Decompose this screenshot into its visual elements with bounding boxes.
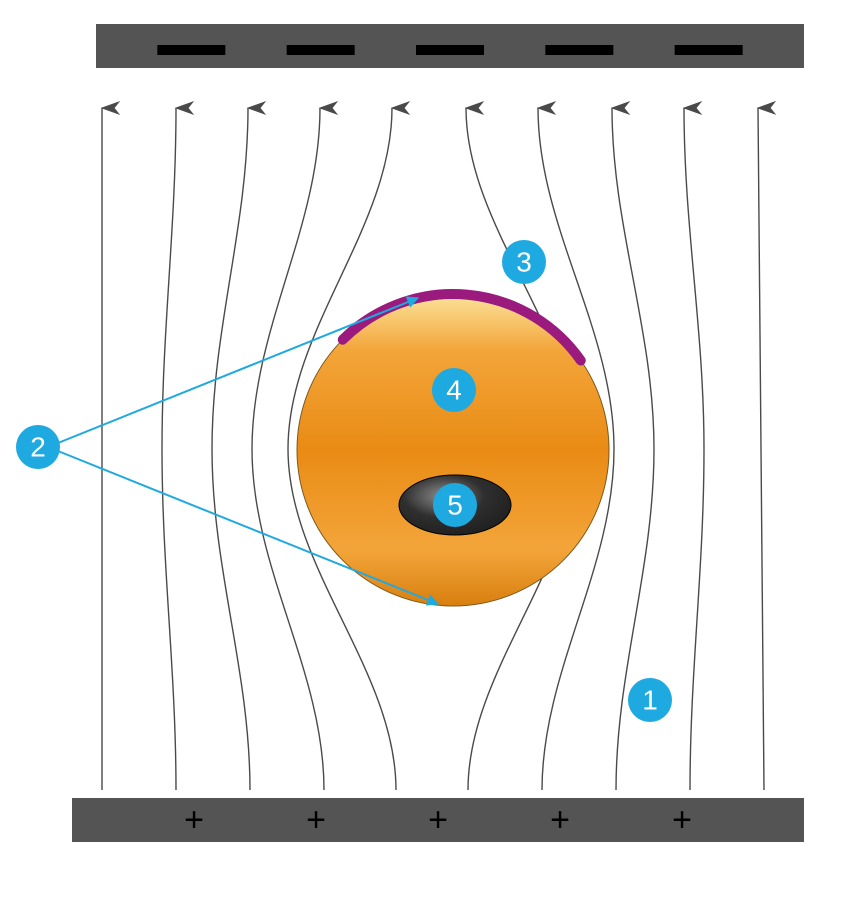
marker-4: 4 bbox=[432, 368, 476, 412]
marker-label: 2 bbox=[30, 432, 46, 463]
plus-sign: + bbox=[306, 801, 326, 839]
plus-sign: + bbox=[672, 801, 692, 839]
minus-segment bbox=[545, 45, 613, 55]
marker-label: 5 bbox=[447, 490, 463, 521]
minus-segment bbox=[416, 45, 484, 55]
top-electrode bbox=[96, 24, 804, 68]
plus-sign: + bbox=[428, 801, 448, 839]
bottom-electrode: + + + + + bbox=[72, 798, 804, 842]
minus-segment bbox=[287, 45, 355, 55]
field-line bbox=[162, 108, 176, 790]
marker-2: 2 bbox=[16, 425, 60, 469]
minus-segment bbox=[675, 45, 743, 55]
field-line bbox=[758, 108, 764, 790]
marker-3: 3 bbox=[502, 240, 546, 284]
marker-5: 5 bbox=[433, 483, 477, 527]
field-line bbox=[212, 108, 250, 790]
marker-label: 4 bbox=[446, 375, 462, 406]
marker-label: 1 bbox=[642, 685, 658, 716]
plus-sign: + bbox=[184, 801, 204, 839]
field-line bbox=[684, 108, 704, 790]
marker-label: 3 bbox=[516, 247, 532, 278]
marker-1: 1 bbox=[628, 678, 672, 722]
minus-segment bbox=[157, 45, 225, 55]
plus-sign: + bbox=[550, 801, 570, 839]
